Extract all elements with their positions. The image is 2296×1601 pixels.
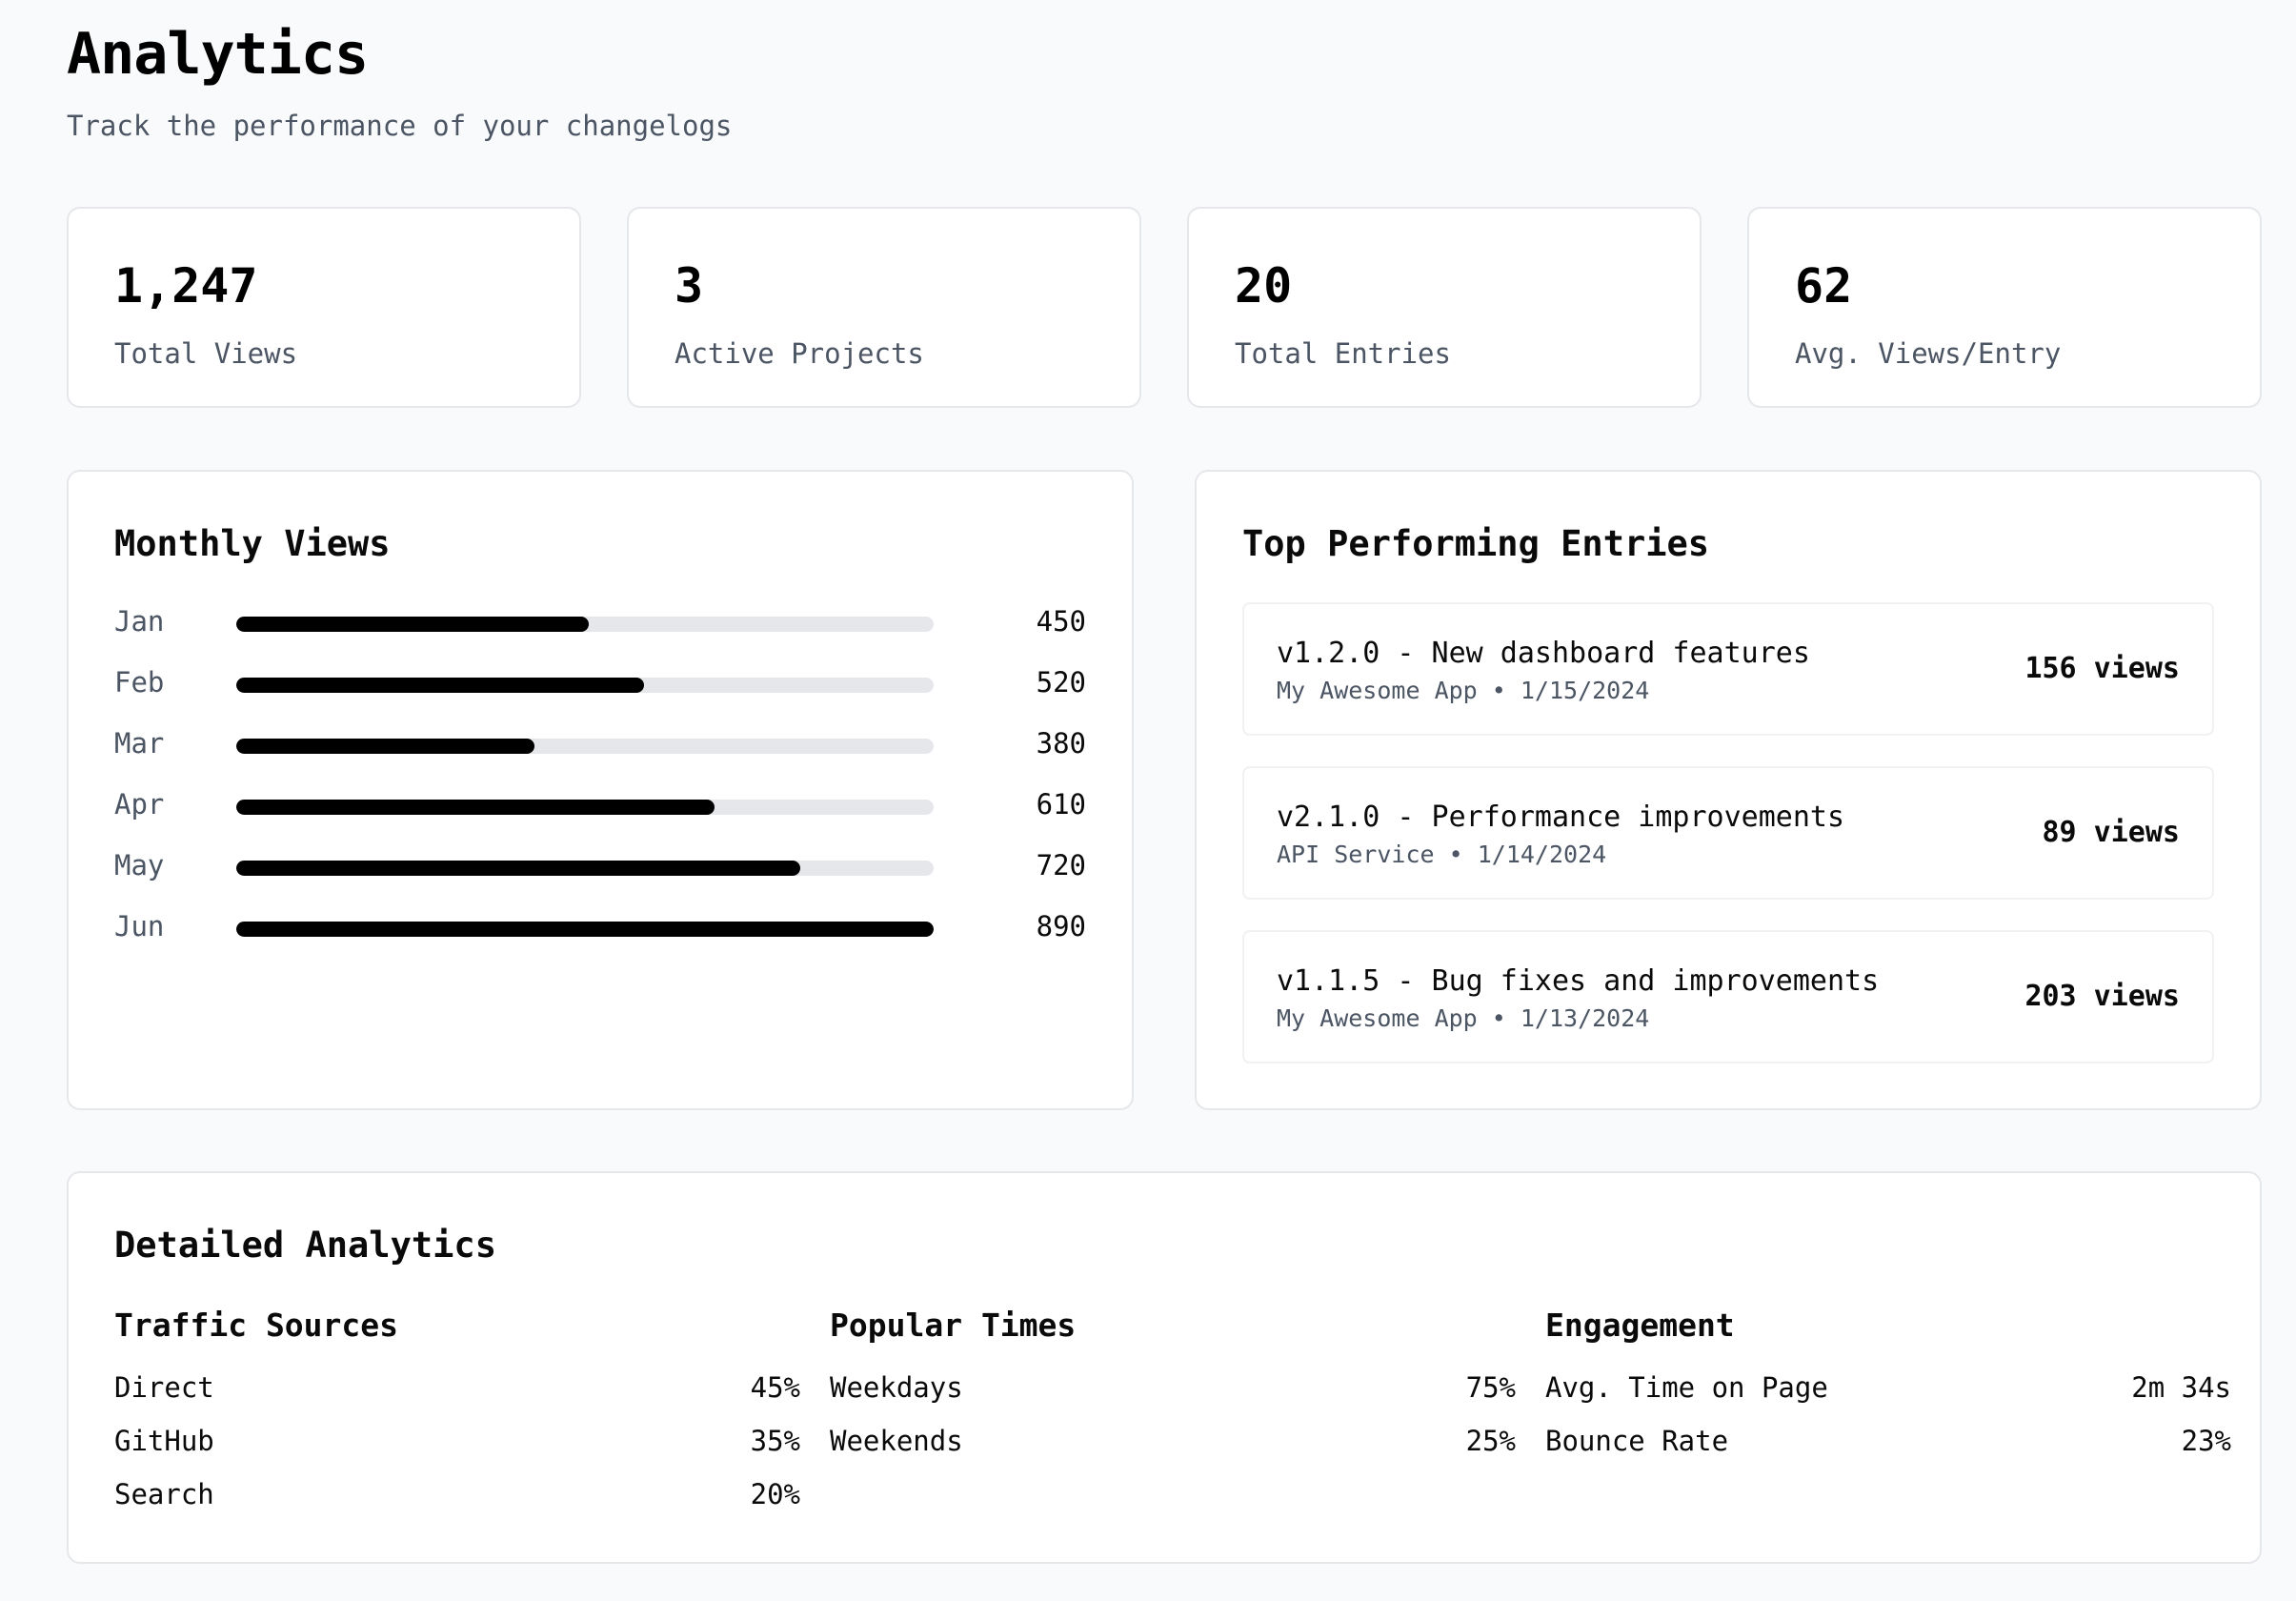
column-title: Traffic Sources (114, 1307, 399, 1344)
bar-value-label: 450 (1036, 605, 1086, 638)
traffic-row: Direct 45% (114, 1371, 800, 1409)
bar-month-label: Jun (114, 910, 165, 942)
traffic-row: GitHub 35% (114, 1425, 800, 1463)
row-value: 45% (750, 1371, 800, 1404)
bar-fill (236, 861, 801, 876)
row-label: Weekdays (830, 1371, 963, 1404)
entry-title: v2.1.0 - Performance improvements (1277, 800, 1845, 834)
stat-card-total-views: 1,247 Total Views (67, 207, 581, 408)
card-title: Top Performing Entries (1242, 523, 1710, 564)
bar-fill (236, 739, 534, 754)
bar-row-apr: Apr 610 (114, 786, 1086, 824)
bar-fill (236, 922, 934, 937)
row-value: 75% (1465, 1371, 1516, 1404)
bar-track (236, 739, 934, 754)
stat-label: Total Entries (1235, 337, 1451, 370)
stat-card-active-projects: 3 Active Projects (627, 207, 1141, 408)
entry-title: v1.1.5 - Bug fixes and improvements (1277, 964, 1880, 998)
row-label: GitHub (114, 1425, 214, 1457)
stat-label: Total Views (114, 337, 298, 370)
bar-value-label: 380 (1036, 727, 1086, 760)
bar-track (236, 617, 934, 632)
bar-row-may: May 720 (114, 847, 1086, 885)
bar-row-jan: Jan 450 (114, 603, 1086, 641)
entry-title: v1.2.0 - New dashboard features (1277, 637, 1810, 670)
page-title: Analytics (67, 21, 369, 88)
entry-views: 156 views (2024, 652, 2180, 685)
bar-track (236, 861, 934, 876)
stat-value: 3 (675, 258, 704, 314)
detailed-analytics-card: Detailed Analytics Traffic Sources Direc… (67, 1171, 2262, 1564)
bar-month-label: May (114, 849, 165, 882)
stat-card-total-entries: 20 Total Entries (1187, 207, 1702, 408)
times-row: Weekdays 75% (830, 1371, 1516, 1409)
times-row: Weekends 25% (830, 1425, 1516, 1463)
monthly-views-card: Monthly Views Jan 450 Feb 520 Mar 380 Ap… (67, 470, 1134, 1110)
bar-value-label: 890 (1036, 910, 1086, 942)
row-label: Bounce Rate (1545, 1425, 1729, 1457)
card-title: Detailed Analytics (114, 1225, 496, 1266)
bar-row-jun: Jun 890 (114, 908, 1086, 946)
bar-fill (236, 678, 644, 693)
engagement-row: Bounce Rate 23% (1545, 1425, 2231, 1463)
stat-label: Avg. Views/Entry (1795, 337, 2062, 370)
entry-meta: API Service • 1/14/2024 (1277, 841, 1607, 868)
row-label: Avg. Time on Page (1545, 1371, 1828, 1404)
bar-track (236, 678, 934, 693)
stat-value: 20 (1235, 258, 1293, 314)
column-title: Popular Times (830, 1307, 1077, 1344)
entry-item[interactable]: v1.1.5 - Bug fixes and improvements My A… (1242, 930, 2214, 1064)
page-subtitle: Track the performance of your changelogs (67, 110, 733, 142)
row-label: Direct (114, 1371, 214, 1404)
row-label: Weekends (830, 1425, 963, 1457)
bar-fill (236, 800, 715, 815)
stat-card-avg-views: 62 Avg. Views/Entry (1747, 207, 2262, 408)
entry-meta: My Awesome App • 1/13/2024 (1277, 1004, 1650, 1032)
bar-value-label: 610 (1036, 788, 1086, 821)
bar-value-label: 520 (1036, 666, 1086, 699)
entry-meta: My Awesome App • 1/15/2024 (1277, 677, 1650, 704)
stat-value: 1,247 (114, 258, 258, 314)
bar-month-label: Apr (114, 788, 165, 821)
bar-month-label: Feb (114, 666, 165, 699)
row-value: 35% (750, 1425, 800, 1457)
engagement-row: Avg. Time on Page 2m 34s (1545, 1371, 2231, 1409)
bar-row-feb: Feb 520 (114, 664, 1086, 702)
bar-fill (236, 617, 590, 632)
entry-item[interactable]: v1.2.0 - New dashboard features My Aweso… (1242, 602, 2214, 736)
row-value: 25% (1465, 1425, 1516, 1457)
entry-item[interactable]: v2.1.0 - Performance improvements API Se… (1242, 766, 2214, 900)
bar-month-label: Jan (114, 605, 165, 638)
top-entries-card: Top Performing Entries v1.2.0 - New dash… (1195, 470, 2262, 1110)
bar-row-mar: Mar 380 (114, 725, 1086, 763)
row-value: 2m 34s (2131, 1371, 2231, 1404)
row-label: Search (114, 1478, 214, 1510)
card-title: Monthly Views (114, 523, 391, 564)
bar-track (236, 800, 934, 815)
stat-value: 62 (1795, 258, 1853, 314)
row-value: 23% (2181, 1425, 2231, 1457)
bar-track (236, 922, 934, 937)
entry-views: 89 views (2042, 816, 2181, 849)
bar-value-label: 720 (1036, 849, 1086, 882)
bar-month-label: Mar (114, 727, 165, 760)
column-title: Engagement (1545, 1307, 1735, 1344)
traffic-row: Search 20% (114, 1478, 800, 1516)
row-value: 20% (750, 1478, 800, 1510)
entry-views: 203 views (2024, 980, 2180, 1013)
stat-label: Active Projects (675, 337, 924, 370)
